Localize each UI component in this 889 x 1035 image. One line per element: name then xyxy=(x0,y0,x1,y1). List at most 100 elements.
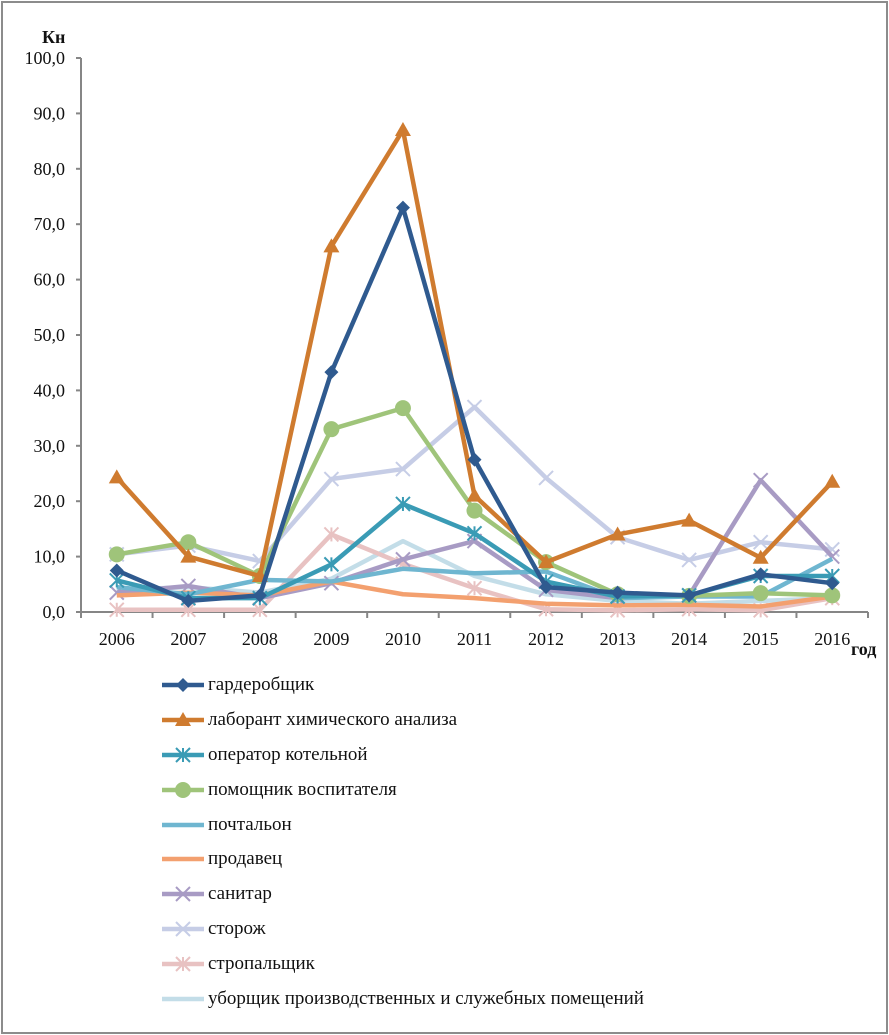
y-tick-label: 70,0 xyxy=(34,214,66,234)
legend-marker xyxy=(175,781,191,798)
data-point xyxy=(752,534,769,550)
legend-item: оператор котельной xyxy=(160,738,644,773)
data-point xyxy=(825,576,840,591)
line-chart: Кн год 0,0 10,0 20,0 30,0 40,0 50,0 60,0 70,0 80… xyxy=(25,27,877,659)
data-point xyxy=(323,471,340,487)
data-point xyxy=(395,551,411,568)
x-tick-label: 2008 xyxy=(242,629,278,649)
y-tick-label: 0,0 xyxy=(43,602,66,622)
series-6 xyxy=(116,579,833,609)
y-tick-label: 10,0 xyxy=(34,547,66,567)
data-point xyxy=(609,526,626,541)
legend-swatch xyxy=(162,822,204,827)
legend-swatch xyxy=(162,921,204,937)
data-point xyxy=(109,602,125,618)
legend-swatch xyxy=(162,996,204,1001)
y-tick-label: 20,0 xyxy=(34,491,66,511)
data-point xyxy=(681,552,697,568)
legend-item: сторож xyxy=(160,912,644,947)
data-point xyxy=(394,122,411,137)
data-point xyxy=(752,585,769,602)
x-tick-label: 2013 xyxy=(600,629,636,649)
legend-label: продавец xyxy=(208,848,283,870)
legend-label: лаборант химического анализа xyxy=(208,709,458,731)
x-tick-label: 2010 xyxy=(385,629,421,649)
data-point xyxy=(539,580,554,595)
legend-label: стропальщик xyxy=(208,952,315,974)
data-point xyxy=(466,580,483,596)
x-tick-label: 2009 xyxy=(313,629,349,649)
legend-label: оператор котельной xyxy=(208,743,368,765)
data-point xyxy=(109,563,124,578)
y-tick-label: 30,0 xyxy=(34,436,66,456)
legend-swatch xyxy=(162,678,204,693)
y-tick-label: 90,0 xyxy=(34,103,66,123)
data-point xyxy=(323,556,340,573)
series-line xyxy=(116,538,833,606)
data-point xyxy=(466,487,483,502)
data-point xyxy=(681,512,698,527)
legend-marker xyxy=(175,886,191,902)
legend-label: уборщик производственных и служебных пом… xyxy=(208,987,644,1009)
legend-label: гардеробщик xyxy=(208,674,315,696)
legend-marker xyxy=(175,747,191,763)
legend-marker xyxy=(176,678,190,693)
legend-item: гардеробщик xyxy=(160,668,644,703)
series-line xyxy=(116,579,833,609)
series-1 xyxy=(109,200,840,608)
series-10 xyxy=(116,538,833,606)
legend-label: почтальон xyxy=(208,813,292,835)
data-point xyxy=(323,526,340,543)
x-tick-label: 2006 xyxy=(99,629,135,649)
x-tick-label: 2011 xyxy=(457,629,492,649)
data-point xyxy=(108,546,125,563)
legend-item: уборщик производственных и служебных пом… xyxy=(160,981,644,1016)
legend-item: почтальон xyxy=(160,807,644,842)
data-point xyxy=(108,469,125,484)
data-point xyxy=(610,585,625,600)
legend-swatch xyxy=(162,886,204,902)
y-tick-label: 40,0 xyxy=(34,380,66,400)
legend-label: помощник воспитателя xyxy=(208,778,397,800)
series-2 xyxy=(108,122,841,582)
y-tick-label: 60,0 xyxy=(34,270,66,290)
data-point xyxy=(466,502,483,519)
x-tick-label: 2016 xyxy=(814,629,850,649)
legend-swatch xyxy=(162,781,204,798)
data-point xyxy=(395,200,410,215)
data-point xyxy=(682,588,697,603)
x-tick-label: 2007 xyxy=(170,629,206,649)
data-point xyxy=(538,470,554,486)
data-point xyxy=(394,400,411,417)
x-tick-label: 2015 xyxy=(743,629,779,649)
data-point xyxy=(180,534,197,551)
legend-label: сторож xyxy=(208,917,266,939)
y-tick-label: 50,0 xyxy=(34,325,66,345)
legend-item: лаборант химического анализа xyxy=(160,703,644,738)
data-point xyxy=(180,548,197,563)
data-point xyxy=(752,549,769,564)
data-point xyxy=(252,588,267,603)
legend-swatch xyxy=(162,857,204,862)
data-point xyxy=(824,587,841,604)
legend-marker xyxy=(175,712,191,727)
data-point xyxy=(395,496,411,512)
data-point xyxy=(466,399,483,415)
legend-item: помощник воспитателя xyxy=(160,772,644,807)
x-tick-label: 2014 xyxy=(671,629,707,649)
data-point xyxy=(538,554,555,569)
data-point xyxy=(395,461,411,477)
data-point xyxy=(324,365,339,380)
legend-marker xyxy=(175,956,191,972)
legend-swatch xyxy=(162,747,204,763)
data-point xyxy=(753,567,768,582)
data-point xyxy=(181,593,196,608)
legend-swatch xyxy=(162,712,204,727)
data-point xyxy=(467,452,482,467)
legend: гардеробщик лаборант химического анализа о… xyxy=(160,668,644,1016)
data-point xyxy=(752,472,769,488)
data-point xyxy=(323,238,340,253)
data-point xyxy=(466,525,483,542)
legend-marker xyxy=(175,921,191,937)
